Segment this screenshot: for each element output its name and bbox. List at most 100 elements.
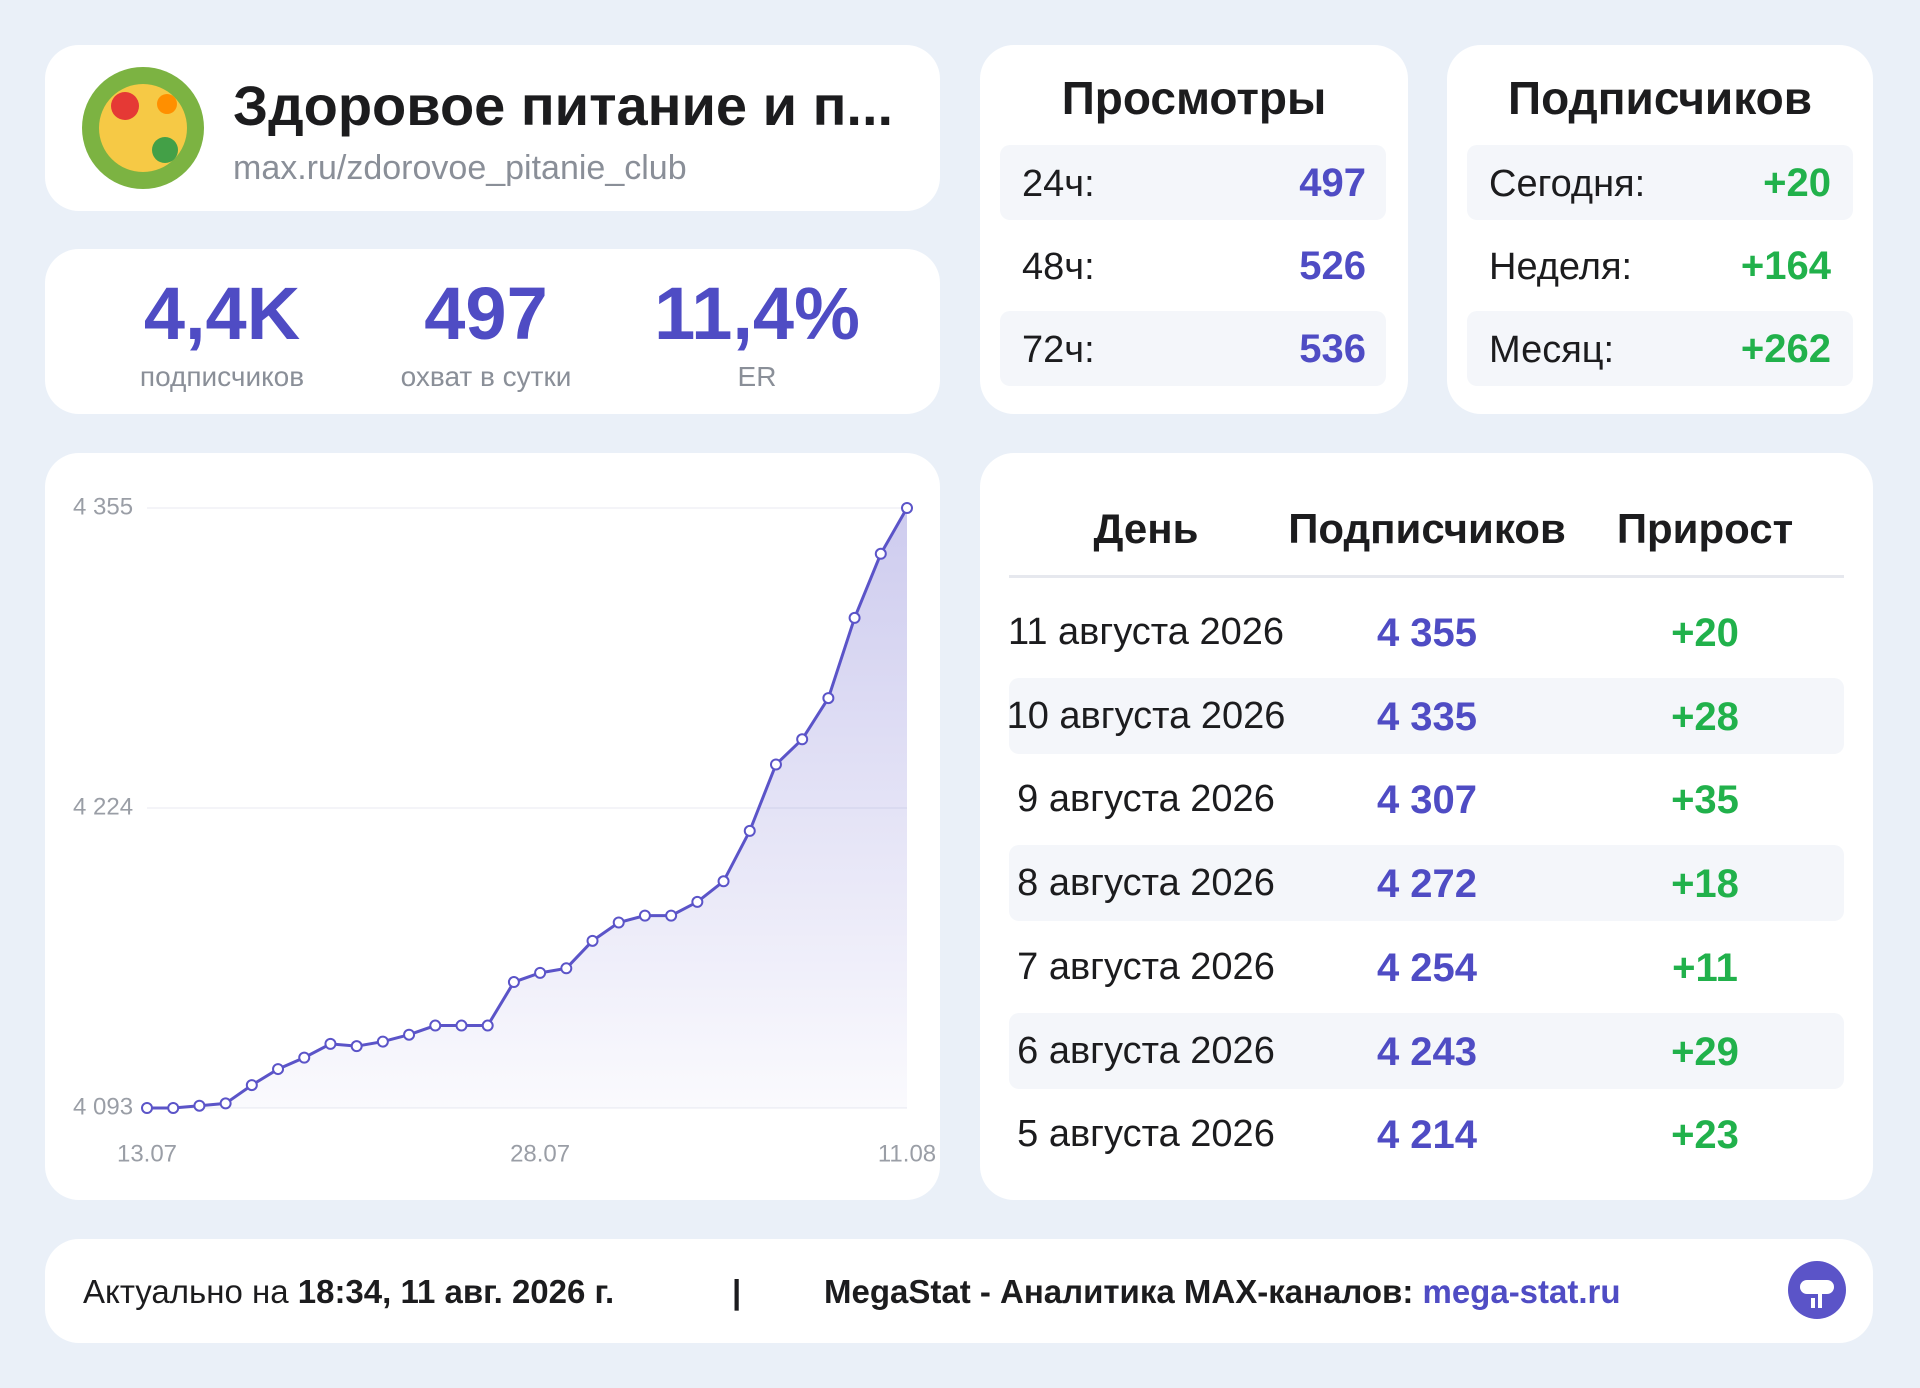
row-value: +20 bbox=[1763, 161, 1831, 205]
stat-value: 4,4K bbox=[143, 272, 301, 355]
header-card: Здоровое питание и п... max.ru/zdorovoe_… bbox=[45, 45, 940, 211]
table-day: 7 августа 2026 bbox=[1017, 945, 1275, 988]
table-day: 5 августа 2026 bbox=[1017, 1113, 1275, 1156]
table-growth: +18 bbox=[1671, 862, 1739, 907]
point bbox=[586, 934, 599, 947]
chart-card: 4 093 4 224 4 355 13.07 28.07 11.08 bbox=[45, 453, 940, 1200]
row-label: Сегодня: bbox=[1489, 163, 1646, 205]
stat-label: ER bbox=[737, 361, 777, 392]
point bbox=[324, 1037, 337, 1050]
row-value: +262 bbox=[1740, 327, 1831, 371]
table-growth: +35 bbox=[1671, 778, 1739, 823]
point bbox=[769, 758, 782, 771]
point bbox=[507, 976, 520, 989]
point bbox=[403, 1028, 416, 1041]
point bbox=[298, 1051, 311, 1064]
table-day: 10 августа 2026 bbox=[1006, 694, 1286, 737]
row-value: 526 bbox=[1299, 244, 1366, 288]
table-day: 6 августа 2026 bbox=[1017, 1029, 1275, 1072]
x-tick-label: 13.07 bbox=[117, 1140, 177, 1167]
table-subscribers: 4 335 bbox=[1376, 694, 1478, 739]
table-subscribers: 4 214 bbox=[1376, 1113, 1478, 1158]
table-growth: +23 bbox=[1671, 1113, 1739, 1158]
stats-card: 4,4K подписчиков 497 охват в сутки 11,4% ER bbox=[45, 249, 940, 414]
y-tick-label: 4 224 bbox=[73, 793, 133, 820]
chart: 4 093 4 224 4 355 13.07 28.07 11.08 bbox=[73, 493, 936, 1167]
point bbox=[612, 916, 625, 929]
footer-separator: | bbox=[732, 1273, 742, 1310]
table-day: 9 августа 2026 bbox=[1017, 778, 1275, 821]
point bbox=[245, 1079, 258, 1092]
x-tick-label: 28.07 bbox=[510, 1140, 570, 1167]
card-title: Подписчиков bbox=[1508, 72, 1812, 124]
table-growth: +11 bbox=[1672, 945, 1738, 990]
table-subscribers: 4 254 bbox=[1376, 945, 1478, 990]
row-value: +164 bbox=[1740, 244, 1831, 288]
views-card: Просмотры 24ч: 497 48ч: 526 72ч: 536 bbox=[980, 45, 1408, 414]
table-subscribers: 4 307 bbox=[1376, 778, 1478, 823]
point bbox=[272, 1063, 285, 1076]
row-background bbox=[1009, 677, 1844, 754]
row-value: 536 bbox=[1299, 327, 1366, 371]
channel-title: Здоровое питание и п... bbox=[233, 74, 894, 137]
row-label: 72ч: bbox=[1022, 329, 1095, 371]
brand-icon bbox=[1788, 1261, 1846, 1319]
point bbox=[141, 1102, 153, 1114]
subscribers-card: Подписчиков Сегодня: +20 Неделя: +164 Месяц: +… bbox=[1447, 45, 1873, 414]
channel-logo bbox=[82, 67, 204, 189]
table-growth: +28 bbox=[1671, 694, 1739, 739]
point bbox=[429, 1019, 442, 1032]
stat-label: подписчиков bbox=[139, 361, 305, 392]
footer-brand-line: MegaStat - Аналитика MAX-каналов: mega-s… bbox=[824, 1273, 1621, 1311]
table-subscribers: 4 243 bbox=[1376, 1029, 1478, 1074]
row-label: Неделя: bbox=[1489, 246, 1633, 288]
point bbox=[796, 733, 809, 746]
y-tick-label: 4 093 bbox=[73, 1093, 133, 1120]
row-background bbox=[1000, 145, 1386, 220]
row-background bbox=[1000, 311, 1386, 386]
point bbox=[848, 611, 861, 624]
point bbox=[901, 502, 913, 514]
row-label: Месяц: bbox=[1489, 329, 1615, 371]
row-background bbox=[1467, 145, 1853, 220]
header-rule bbox=[1009, 575, 1844, 578]
table-subscribers: 4 272 bbox=[1376, 862, 1478, 907]
area bbox=[147, 508, 907, 1108]
table-growth: +29 bbox=[1671, 1029, 1739, 1074]
point bbox=[193, 1099, 206, 1112]
row-value: 497 bbox=[1299, 161, 1366, 205]
footer-brand: MegaStat - Аналитика MAX-каналов: bbox=[824, 1273, 1414, 1310]
row-background bbox=[1009, 1012, 1844, 1089]
row-background bbox=[1467, 311, 1853, 386]
table-card: День Подписчиков Прирост 11 августа 2026 4 3… bbox=[980, 453, 1873, 1200]
point bbox=[534, 966, 547, 979]
table-header: Подписчиков bbox=[1288, 505, 1566, 552]
table-header: День bbox=[1093, 505, 1199, 552]
row-label: 24ч: bbox=[1022, 163, 1095, 205]
point bbox=[560, 962, 573, 975]
point bbox=[376, 1035, 389, 1048]
footer-prefix: Актуально на bbox=[83, 1273, 289, 1310]
table-header: Прирост bbox=[1616, 505, 1794, 552]
point bbox=[219, 1097, 232, 1110]
point bbox=[822, 692, 835, 705]
table-day: 11 августа 2026 bbox=[1008, 611, 1284, 653]
table-subscribers: 4 355 bbox=[1376, 611, 1478, 655]
footer-card: Актуально на 18:34, 11 авг. 2026 г. | Me… bbox=[45, 1239, 1873, 1343]
stat-value: 497 bbox=[424, 272, 548, 355]
card-title: Просмотры bbox=[1061, 72, 1327, 124]
row-background bbox=[1009, 845, 1844, 922]
stat-value: 11,4% bbox=[654, 272, 860, 355]
point bbox=[743, 824, 756, 837]
table-growth: +20 bbox=[1671, 611, 1739, 655]
point bbox=[481, 1019, 494, 1032]
row-label: 48ч: bbox=[1022, 246, 1095, 288]
point bbox=[638, 909, 651, 922]
x-tick-label: 11.08 bbox=[878, 1140, 936, 1167]
point bbox=[874, 547, 887, 560]
point bbox=[665, 909, 678, 922]
footer-updated: Актуально на 18:34, 11 авг. 2026 г. bbox=[83, 1273, 614, 1311]
channel-url: max.ru/zdorovoe_pitanie_club bbox=[233, 149, 687, 187]
footer-link[interactable]: mega-stat.ru bbox=[1422, 1273, 1621, 1310]
